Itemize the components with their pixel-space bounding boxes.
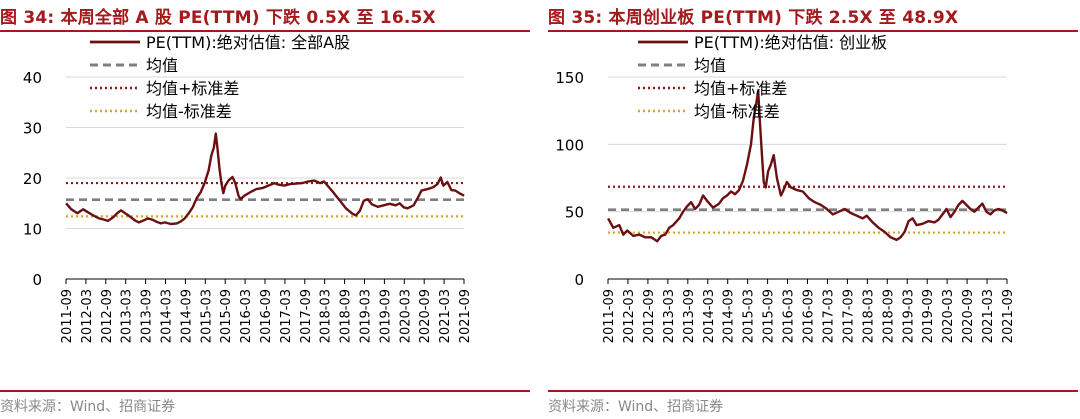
y-tick-label: 40 xyxy=(23,69,42,87)
x-tick-label: 2019-09 xyxy=(378,289,393,343)
pe-line-chart-all-a-shares: 0 10 20 30 40 2011-09 2012-03 2012-09 2013-03 201… xyxy=(23,33,473,343)
x-tick-label: 2014-09 xyxy=(179,289,194,343)
x-tick-label: 2012-09 xyxy=(100,289,115,343)
x-tick-label: 2017-09 xyxy=(841,289,856,343)
legend-label: PE(TTM):绝对估值: 创业板 xyxy=(694,33,887,52)
y-tick-label: 30 xyxy=(23,120,42,138)
x-tick-label: 2017-09 xyxy=(299,289,314,343)
x-tick-label: 2016-09 xyxy=(802,289,817,343)
y-tick-label: 20 xyxy=(23,170,42,188)
y-tick-label: 0 xyxy=(32,271,42,289)
x-tick-label: 2013-03 xyxy=(120,289,135,343)
x-tick-label: 2015-03 xyxy=(742,289,757,343)
x-tick-label: 2013-09 xyxy=(140,289,155,343)
x-tick-label: 2018-09 xyxy=(881,289,896,343)
x-tick-label: 2021-03 xyxy=(981,289,996,343)
legend-label: 均值-标准差 xyxy=(146,102,232,121)
x-tick-label: 2013-03 xyxy=(662,289,677,343)
y-tick-label: 50 xyxy=(565,204,584,222)
x-tick-label: 2021-03 xyxy=(438,289,453,343)
x-tick-label: 2018-09 xyxy=(339,289,354,343)
chart-panel-chinext: 图 35: 本周创业板 PE(TTM) 下跌 2.5X 至 48.9X 0 50 1… xyxy=(548,0,1078,419)
x-tick-label: 2017-03 xyxy=(821,289,836,343)
title-divider xyxy=(548,30,1078,32)
source-divider xyxy=(548,390,1078,392)
x-tick-label: 2014-03 xyxy=(160,289,175,343)
legend-label: PE(TTM):绝对估值: 全部A股 xyxy=(146,33,350,52)
x-tick-label: 2012-03 xyxy=(622,289,637,343)
x-tick-label: 2021-09 xyxy=(1001,289,1016,343)
y-tick-label: 10 xyxy=(23,221,42,239)
chart-panel-all-a-shares: 图 34: 本周全部 A 股 PE(TTM) 下跌 0.5X 至 16.5X 0… xyxy=(0,0,530,419)
y-tick-label: 150 xyxy=(555,69,584,87)
x-tick-label: 2012-09 xyxy=(642,289,657,343)
x-tick-label: 2021-09 xyxy=(458,289,473,343)
x-tick-label: 2011-09 xyxy=(602,289,617,343)
pe-series-line xyxy=(607,89,1008,243)
x-tick-label: 2015-09 xyxy=(219,289,234,343)
legend-label: 均值+标准差 xyxy=(146,79,239,98)
legend-label: 均值+标准差 xyxy=(694,79,787,98)
y-tick-label: 0 xyxy=(574,271,584,289)
x-tick-label: 2011-09 xyxy=(60,289,75,343)
source-note: 资料来源：Wind、招商证券 xyxy=(0,399,176,415)
legend-label: 均值 xyxy=(146,56,178,75)
x-tick-label: 2013-09 xyxy=(682,289,697,343)
legend-label: 均值 xyxy=(694,56,726,75)
x-tick-label: 2014-03 xyxy=(702,289,717,343)
x-tick-label: 2015-09 xyxy=(762,289,777,343)
x-tick-label: 2012-03 xyxy=(80,289,95,343)
x-tick-label: 2016-09 xyxy=(259,289,274,343)
x-tick-label: 2019-03 xyxy=(359,289,374,343)
x-tick-label: 2020-03 xyxy=(941,289,956,343)
x-tick-label: 2016-03 xyxy=(239,289,254,343)
x-tick-label: 2015-03 xyxy=(199,289,214,343)
x-tick-label: 2020-03 xyxy=(398,289,413,343)
source-note: 资料来源：Wind、招商证券 xyxy=(548,399,724,415)
x-tick-label: 2019-03 xyxy=(901,289,916,343)
x-tick-label: 2019-09 xyxy=(921,289,936,343)
pe-series-line xyxy=(65,132,465,226)
x-tick-label: 2018-03 xyxy=(861,289,876,343)
chart-title: 图 35: 本周创业板 PE(TTM) 下跌 2.5X 至 48.9X xyxy=(548,8,959,28)
chart-title: 图 34: 本周全部 A 股 PE(TTM) 下跌 0.5X 至 16.5X xyxy=(0,8,436,28)
source-divider xyxy=(0,390,530,392)
pe-line-chart-chinext: 0 50 100 150 2011-09 2012-03 2012-09 2013-03 201… xyxy=(555,33,1016,343)
x-tick-label: 2020-09 xyxy=(961,289,976,343)
x-tick-label: 2016-03 xyxy=(782,289,797,343)
legend-label: 均值-标准差 xyxy=(694,102,780,121)
y-tick-label: 100 xyxy=(555,136,584,154)
x-tick-label: 2017-03 xyxy=(279,289,294,343)
x-tick-label: 2020-09 xyxy=(418,289,433,343)
x-tick-label: 2014-09 xyxy=(722,289,737,343)
title-divider xyxy=(0,30,530,32)
x-tick-label: 2018-03 xyxy=(319,289,334,343)
